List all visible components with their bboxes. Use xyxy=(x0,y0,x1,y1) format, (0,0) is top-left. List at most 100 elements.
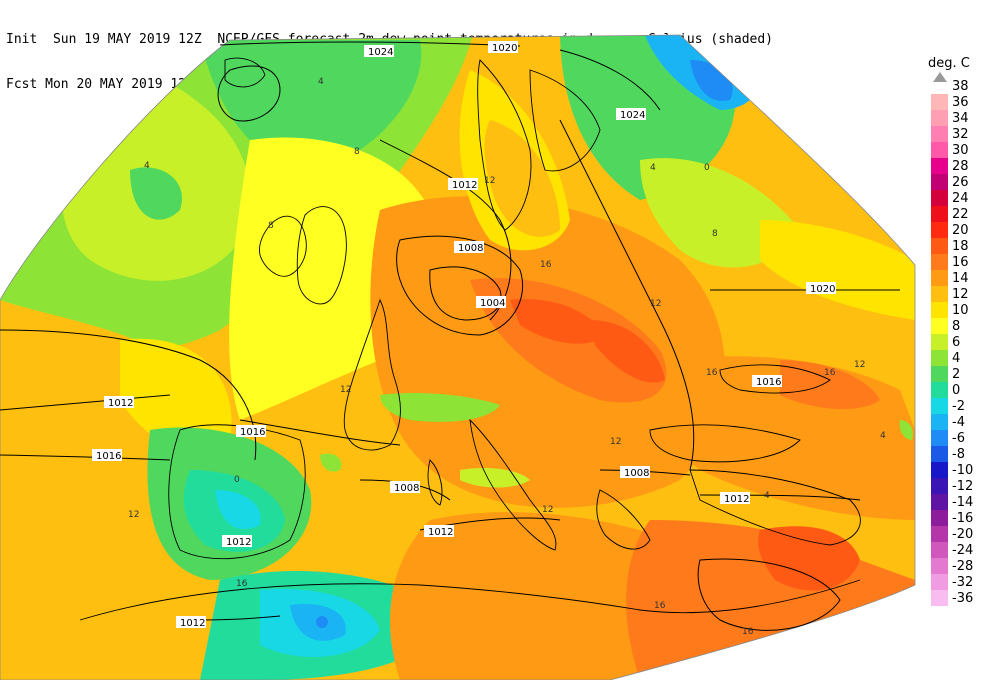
contour-label: 12 xyxy=(484,176,495,186)
contour-label: 16 xyxy=(540,260,552,270)
legend-swatch xyxy=(931,558,948,574)
legend-swatch xyxy=(931,318,948,334)
legend-label: 6 xyxy=(952,335,961,350)
legend-label: 30 xyxy=(952,143,969,158)
contour-label: 8 xyxy=(268,221,274,231)
legend-swatch xyxy=(931,158,948,174)
legend-entry: -16 xyxy=(931,510,991,526)
legend-entry: -28 xyxy=(931,558,991,574)
legend-title: deg. C xyxy=(928,56,970,71)
legend-swatch xyxy=(931,94,948,110)
isobar-labels: 1024 1020 1024 1012 1008 1004 1020 1016 … xyxy=(92,41,836,629)
legend-entry: -12 xyxy=(931,478,991,494)
legend-swatch xyxy=(931,286,948,302)
legend-label: 20 xyxy=(952,223,969,238)
contour-label: 4 xyxy=(880,431,886,441)
legend-entry: 32 xyxy=(931,126,991,142)
legend-entry: 24 xyxy=(931,190,991,206)
isobar-label: 1008 xyxy=(394,483,419,494)
isobar-label: 1008 xyxy=(458,243,483,254)
legend-swatch xyxy=(931,110,948,126)
contour-label: 0 xyxy=(234,475,240,485)
isobar-label: 1012 xyxy=(724,494,749,505)
isobar-label: 1004 xyxy=(480,298,505,309)
contour-label: 16 xyxy=(824,368,836,378)
legend-label: -16 xyxy=(952,511,974,526)
legend-entry: -8 xyxy=(931,446,991,462)
contour-label: 12 xyxy=(854,360,865,370)
legend-label: 2 xyxy=(952,367,961,382)
legend-swatch xyxy=(931,190,948,206)
legend-label: 24 xyxy=(952,191,969,206)
contour-label: 12 xyxy=(610,437,621,447)
contour-label: 4 xyxy=(764,491,770,501)
legend-swatch xyxy=(931,350,948,366)
legend-swatch xyxy=(931,494,948,510)
legend-entry: -32 xyxy=(931,574,991,590)
legend-swatch xyxy=(931,446,948,462)
contour-label: 8 xyxy=(354,147,360,157)
legend-label: -6 xyxy=(952,431,965,446)
isobar-label: 1012 xyxy=(428,527,453,538)
contour-label: 16 xyxy=(742,627,754,637)
legend-swatch xyxy=(931,142,948,158)
isobar-label: 1024 xyxy=(368,47,393,58)
legend-entry: 14 xyxy=(931,270,991,286)
legend-entry: -2 xyxy=(931,398,991,414)
isobar-label: 1016 xyxy=(756,377,781,388)
legend-entry: 26 xyxy=(931,174,991,190)
contour-label: 16 xyxy=(236,579,248,589)
legend-label: 36 xyxy=(952,95,969,110)
legend-entry: 12 xyxy=(931,286,991,302)
isobar-label: 1012 xyxy=(226,537,251,548)
legend-label: 14 xyxy=(952,271,969,286)
isobar-label: 1016 xyxy=(240,427,265,438)
legend-swatch xyxy=(931,238,948,254)
legend-entry: 34 xyxy=(931,110,991,126)
isobar-label: 1012 xyxy=(452,180,477,191)
legend-label: 8 xyxy=(952,319,961,334)
legend-entry: 38 xyxy=(931,78,991,94)
legend-entry: 4 xyxy=(931,350,991,366)
legend-entry: 2 xyxy=(931,366,991,382)
legend-entry: 20 xyxy=(931,222,991,238)
legend-entry: 28 xyxy=(931,158,991,174)
legend-swatch xyxy=(931,574,948,590)
legend-label: 12 xyxy=(952,287,969,302)
legend-swatch xyxy=(931,78,948,94)
legend-label: -36 xyxy=(952,591,974,606)
legend-entry: 22 xyxy=(931,206,991,222)
legend-swatch xyxy=(931,222,948,238)
legend-entry: -14 xyxy=(931,494,991,510)
legend-label: -12 xyxy=(952,479,974,494)
contour-label: 12 xyxy=(650,299,661,309)
legend-label: 22 xyxy=(952,207,969,222)
isobar-label: 1020 xyxy=(810,284,835,295)
isobars xyxy=(0,41,900,631)
legend-entry: 10 xyxy=(931,302,991,318)
legend-label: 32 xyxy=(952,127,969,142)
legend-swatch xyxy=(931,462,948,478)
legend-top-arrow-icon xyxy=(933,72,947,82)
contour-label: 4 xyxy=(144,161,150,171)
isobar-label: 1020 xyxy=(492,43,517,54)
legend-swatch xyxy=(931,334,948,350)
legend-swatch xyxy=(931,510,948,526)
legend-label: -20 xyxy=(952,527,974,542)
legend-swatch xyxy=(931,302,948,318)
legend-label: -28 xyxy=(952,559,974,574)
legend-swatch xyxy=(931,398,948,414)
legend-entry: 30 xyxy=(931,142,991,158)
legend-entry: 16 xyxy=(931,254,991,270)
isobar-label: 1024 xyxy=(620,110,645,121)
legend-label: 0 xyxy=(952,383,961,398)
legend-label: 26 xyxy=(952,175,969,190)
legend-label: -32 xyxy=(952,575,974,590)
legend-label: 4 xyxy=(952,351,961,366)
legend-label: 34 xyxy=(952,111,969,126)
legend-swatch xyxy=(931,382,948,398)
contour-label: 16 xyxy=(706,368,718,378)
legend-label: 10 xyxy=(952,303,969,318)
legend-entry: -10 xyxy=(931,462,991,478)
